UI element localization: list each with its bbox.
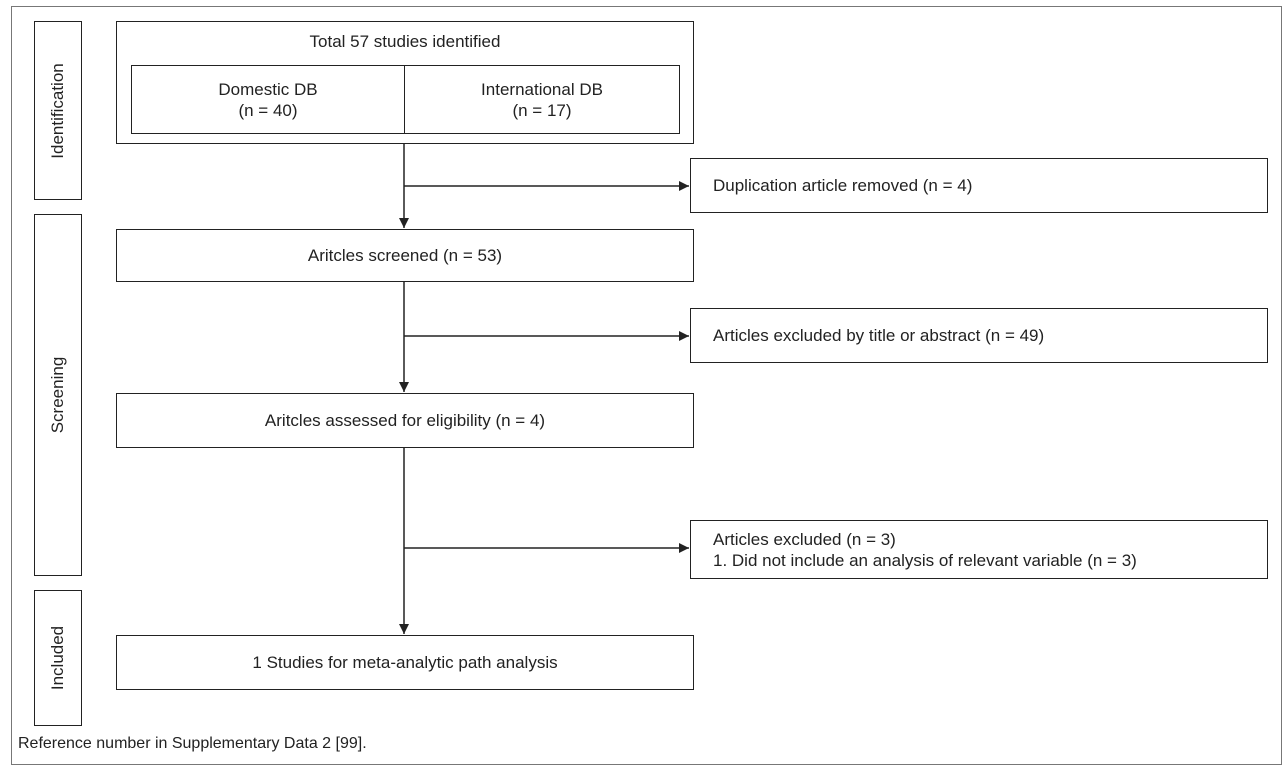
excluded-full-text-line2: 1. Did not include an analysis of releva… <box>713 550 1137 570</box>
international-db-label: International DB <box>481 79 603 99</box>
excluded-full-text-box: Articles excluded (n = 3) 1. Did not inc… <box>690 520 1268 579</box>
stage-included: Included <box>34 590 82 726</box>
screened-box: Aritcles screened (n = 53) <box>116 229 694 282</box>
domestic-db-label: Domestic DB <box>218 79 318 99</box>
domestic-db-count: (n = 40) <box>238 100 298 120</box>
stage-screening: Screening <box>34 214 82 576</box>
excluded-title-abstract-label: Articles excluded by title or abstract (… <box>713 325 1045 345</box>
duplicates-removed-box: Duplication article removed (n = 4) <box>690 158 1268 213</box>
stage-included-label: Included <box>48 625 67 691</box>
footer-note: Reference number in Supplementary Data 2… <box>18 735 367 752</box>
stage-identification-label: Identification <box>48 62 67 159</box>
international-db-count: (n = 17) <box>512 100 572 120</box>
eligibility-label: Aritcles assessed for eligibility (n = 4… <box>264 410 546 430</box>
included-box: 1 Studies for meta-analytic path analysi… <box>116 635 694 690</box>
included-label: 1 Studies for meta-analytic path analysi… <box>252 652 558 672</box>
stage-screening-label: Screening <box>48 356 67 434</box>
duplicates-removed-label: Duplication article removed (n = 4) <box>713 175 973 195</box>
identified-title: Total 57 studies identified <box>309 32 501 51</box>
eligibility-box: Aritcles assessed for eligibility (n = 4… <box>116 393 694 448</box>
international-db-cell: International DB (n = 17) <box>404 66 679 133</box>
excluded-title-abstract-box: Articles excluded by title or abstract (… <box>690 308 1268 363</box>
database-split-box: Domestic DB (n = 40) International DB (n… <box>131 65 680 134</box>
stage-identification: Identification <box>34 21 82 200</box>
identified-box: Total 57 studies identified Domestic DB … <box>116 21 694 144</box>
screened-label: Aritcles screened (n = 53) <box>307 245 503 265</box>
excluded-full-text-line1: Articles excluded (n = 3) <box>713 529 896 549</box>
domestic-db-cell: Domestic DB (n = 40) <box>132 66 404 133</box>
